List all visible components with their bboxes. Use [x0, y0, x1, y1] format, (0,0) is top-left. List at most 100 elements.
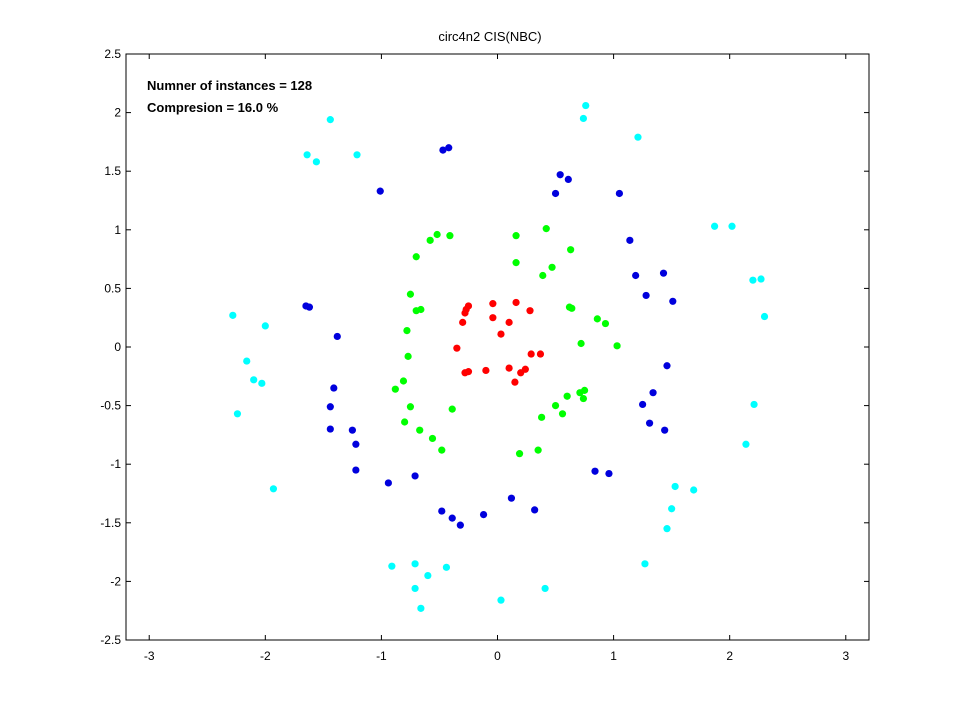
data-point [615, 189, 623, 198]
data-point [333, 332, 341, 341]
data-point [634, 133, 642, 141]
y-tick-label: 2.5 [104, 47, 121, 61]
data-point [527, 350, 535, 358]
data-point [489, 314, 497, 322]
y-tick-label: -1 [110, 457, 121, 471]
data-point [428, 434, 437, 443]
x-tick-label: -2 [260, 649, 271, 663]
data-point [446, 232, 454, 240]
data-point [326, 116, 334, 124]
y-tick-label: 1.5 [104, 164, 121, 178]
data-point [538, 413, 546, 421]
data-point [534, 446, 542, 454]
data-point [326, 425, 334, 433]
series-3 [229, 101, 769, 612]
data-point [461, 309, 469, 317]
data-point [526, 307, 534, 315]
data-point [243, 357, 251, 365]
data-point [261, 322, 269, 330]
data-point [352, 466, 360, 474]
data-point [668, 505, 676, 513]
data-point [568, 304, 576, 312]
data-point [728, 222, 736, 230]
y-tick-label: 0 [114, 340, 121, 354]
data-point [388, 562, 396, 570]
data-point [582, 101, 590, 110]
data-point [576, 389, 584, 397]
data-point [404, 352, 412, 360]
x-tick-label: 1 [610, 649, 617, 663]
data-point [749, 276, 757, 284]
data-point [521, 365, 529, 373]
data-point [564, 175, 572, 184]
data-point [411, 472, 419, 480]
data-point [497, 330, 505, 338]
series-0 [453, 298, 545, 386]
data-point [391, 385, 399, 393]
y-tick-label: 2 [114, 106, 121, 120]
x-tick-label: -3 [144, 649, 155, 663]
data-point [641, 560, 649, 568]
x-tick-label: -1 [376, 649, 387, 663]
data-point [632, 271, 640, 280]
series-2 [302, 144, 677, 529]
data-points [229, 101, 769, 612]
data-point [507, 494, 516, 502]
data-point [750, 400, 758, 409]
data-point [671, 482, 679, 491]
data-point [659, 269, 668, 277]
data-point [376, 187, 384, 195]
plot-area [125, 53, 870, 641]
data-point [567, 246, 575, 254]
data-point [710, 222, 719, 230]
data-point [512, 232, 520, 240]
data-point [258, 379, 266, 387]
data-point [577, 339, 585, 348]
data-point [426, 236, 434, 244]
data-point [591, 467, 599, 475]
data-point [742, 440, 750, 448]
data-point [558, 410, 567, 418]
data-point [497, 596, 505, 604]
series-1 [391, 225, 621, 458]
y-tick-label: -2 [110, 574, 121, 588]
data-point [663, 525, 671, 533]
data-point [326, 403, 334, 411]
data-point [512, 259, 520, 267]
data-point [416, 426, 424, 434]
data-point [406, 403, 415, 411]
data-point [645, 419, 654, 427]
data-point [505, 364, 513, 372]
data-point [269, 485, 278, 493]
y-tick-label: 1 [114, 223, 121, 237]
data-point [352, 440, 360, 448]
data-point [548, 263, 556, 271]
data-point [442, 563, 451, 571]
data-point [412, 307, 420, 315]
data-point [403, 326, 411, 335]
data-point [551, 402, 560, 410]
data-point [531, 506, 539, 514]
data-point [348, 426, 356, 434]
data-point [330, 384, 338, 392]
data-point [661, 426, 669, 434]
data-point [541, 584, 549, 593]
data-point [459, 318, 467, 326]
data-point [642, 291, 650, 300]
data-point [406, 290, 415, 298]
data-point [626, 236, 634, 244]
data-point [556, 171, 564, 179]
data-point [515, 450, 524, 458]
x-tick-label: 0 [494, 649, 501, 663]
data-point [489, 300, 497, 308]
data-point [511, 378, 519, 386]
data-point [757, 275, 765, 283]
x-tick-label: 2 [726, 649, 733, 663]
data-point [417, 604, 425, 612]
data-point [384, 479, 392, 487]
data-point [593, 315, 601, 323]
data-point [579, 114, 588, 123]
data-point [303, 151, 311, 159]
data-point [424, 571, 432, 580]
